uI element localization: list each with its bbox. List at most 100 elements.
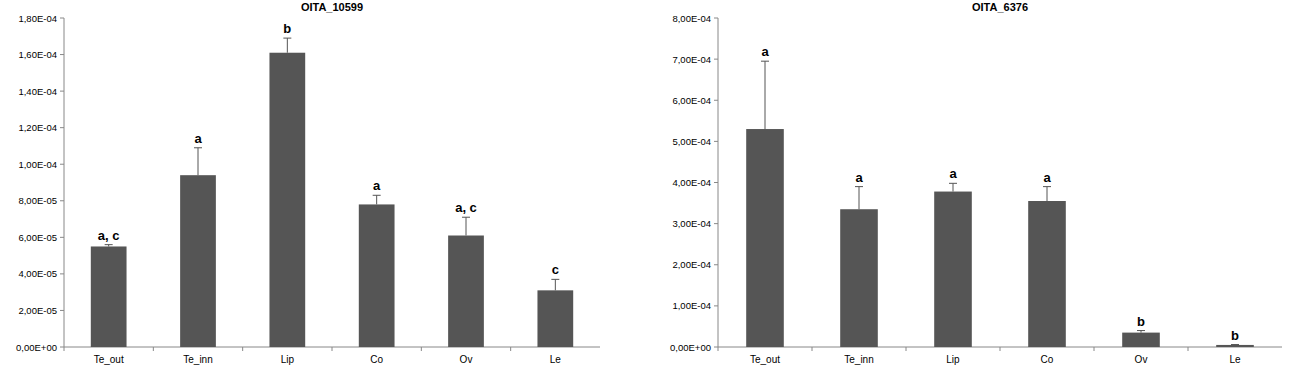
annotation: a, c [98,228,120,243]
y-tick [714,59,718,60]
error-cap [373,195,381,196]
error-bar [1231,344,1239,345]
y-tick [60,91,64,92]
x-tick [1000,347,1001,351]
error-stem [765,61,766,129]
error-cap [462,217,470,218]
annotation: b [283,21,291,36]
error-bar [105,245,113,247]
annotation: b [1231,328,1239,343]
error-stem [1047,187,1048,201]
y-tick-label: 6,00E-04 [672,95,711,106]
y-tick-label: 8,00E-05 [18,195,57,206]
y-tick-label: 1,00E-04 [18,159,57,170]
chart: OITA_63760,00E+001,00E-042,00E-043,00E-0… [670,1,1282,365]
error-cap [551,279,559,280]
error-bar [194,148,202,175]
x-tick [332,347,333,351]
y-tick-label: 1,80E-04 [18,13,57,24]
error-stem [953,183,954,191]
x-tick [64,347,65,351]
annotation: a [1043,170,1051,185]
y-tick-label: 2,00E-04 [672,259,711,270]
bar [359,204,395,347]
title: OITA_6376 [972,1,1028,13]
error-stem [287,38,288,53]
x-tick-label: Le [1229,354,1241,365]
y-tick-label: 1,20E-04 [18,122,57,133]
x-tick-label: Le [550,354,562,365]
y-tick-label: 1,40E-04 [18,86,57,97]
annotation: c [552,262,559,277]
error-cap [761,61,769,62]
error-bar [283,38,291,53]
error-cap [1137,330,1145,331]
bar [934,192,972,347]
annotation: a [855,170,863,185]
y-tick [60,310,64,311]
bar [746,129,784,347]
y-tick-label: 4,00E-05 [18,268,57,279]
y-tick [60,18,64,19]
bar [448,236,484,347]
bar [269,53,305,347]
y-tick [714,100,718,101]
bar [840,209,878,347]
error-bar [855,187,863,210]
y-tick-label: 0,00E+00 [16,342,57,353]
error-stem [859,187,860,210]
x-tick-label: Te_inn [844,354,873,365]
y-tick [714,141,718,142]
x-tick [510,347,511,351]
y-tick-label: 5,00E-04 [672,136,711,147]
x-tick [421,347,422,351]
error-stem [376,195,377,204]
y-tick [60,237,64,238]
chart: OITA_10599 0,00E+00 2,00E-05 4,00E-05 6,00E-… [16,1,600,365]
x-tick-label: Co [1041,354,1054,365]
x-tick [1188,347,1189,351]
annotation: a [761,44,769,59]
annotation: b [1137,314,1145,329]
x-tick-label: Te_inn [183,354,212,365]
bar [1122,333,1160,347]
error-bar [1043,187,1051,201]
x-tick [906,347,907,351]
y-tick [714,223,718,224]
error-bar [551,279,559,290]
x-tick [718,347,719,351]
y-tick [60,200,64,201]
x-tick-label: Lip [946,354,960,365]
error-bar [373,195,381,204]
error-stem [466,217,467,235]
y-tick-label: 6,00E-05 [18,232,57,243]
figure: OITA_10599 0,00E+00 2,00E-05 4,00E-05 6,00E-… [0,0,1293,377]
error-cap [949,183,957,184]
y-tick [714,182,718,183]
y-tick-label: 7,00E-04 [672,54,711,65]
bar [1028,201,1066,347]
error-cap [194,147,202,148]
error-stem [555,279,556,290]
x-tick-label: Te_out [750,354,780,365]
y-tick [714,305,718,306]
y-tick-label: 1,00E-04 [672,300,711,311]
y-tick-label: 0,00E+00 [670,342,711,353]
y-tick [60,273,64,274]
bars [91,38,573,347]
error-cap [1231,344,1239,345]
x-tick [242,347,243,351]
x-tick [812,347,813,351]
error-stem [198,148,199,175]
annotation: a [949,166,957,181]
title: OITA_10599 [301,1,363,13]
y-tick [60,54,64,55]
y-tick-label: 4,00E-04 [672,177,711,188]
y-tick [60,347,64,348]
y-tick-label: 2,00E-05 [18,305,57,316]
error-bar [1137,331,1145,333]
x-tick-label: Lip [281,354,295,365]
y-tick [60,127,64,128]
error-bar [462,217,470,235]
x-tick-label: Te_out [94,354,124,365]
